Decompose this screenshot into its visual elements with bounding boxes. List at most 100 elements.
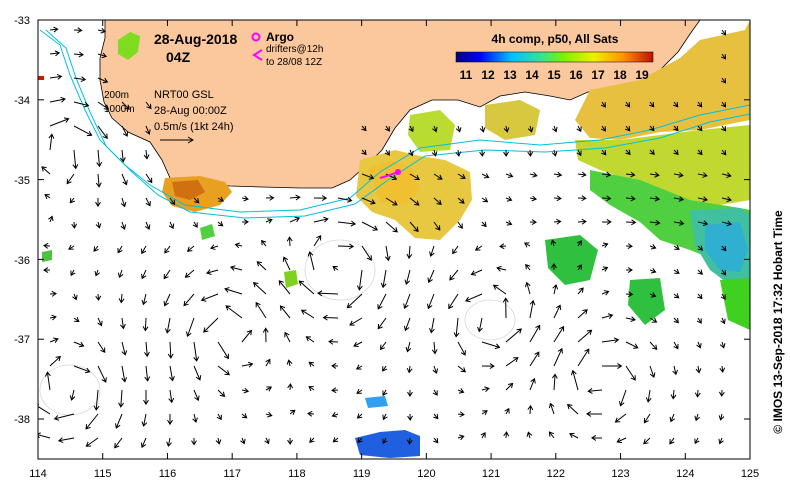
current-vector	[590, 435, 603, 441]
current-vector	[567, 403, 579, 415]
current-vector	[384, 149, 390, 156]
colorbar-title: 4h comp, p50, All Sats	[492, 32, 619, 46]
x-tick-label: 122	[547, 468, 565, 480]
current-vector	[505, 382, 514, 391]
current-vector	[481, 221, 487, 228]
current-vector	[49, 26, 59, 33]
current-vector	[601, 171, 612, 178]
current-vector	[551, 149, 558, 157]
current-vector	[457, 173, 466, 179]
current-vector	[356, 413, 363, 419]
axis-ticks	[37, 19, 751, 459]
current-vector	[406, 245, 413, 260]
current-vector	[552, 125, 558, 133]
current-vector	[474, 245, 483, 251]
current-vector	[404, 269, 411, 286]
map-date: 28-Aug-2018	[154, 31, 237, 47]
current-vector	[570, 369, 579, 391]
current-vector	[309, 437, 315, 443]
current-vector	[217, 365, 230, 376]
current-vector	[384, 125, 390, 132]
current-vector	[694, 413, 700, 422]
current-vector	[673, 317, 680, 324]
current-vector	[697, 220, 709, 227]
current-vector	[141, 245, 147, 255]
current-vector	[673, 220, 685, 226]
current-vector	[252, 281, 267, 295]
current-vector	[361, 197, 376, 205]
current-vector	[169, 365, 175, 382]
y-tick-label: -37	[14, 334, 30, 346]
current-vector	[527, 149, 534, 157]
current-vector	[282, 256, 291, 271]
current-vector	[145, 101, 152, 110]
current-vector	[720, 29, 727, 36]
current-vector	[166, 437, 172, 448]
current-vector	[672, 365, 678, 376]
current-vector	[407, 413, 414, 421]
current-vector	[526, 431, 533, 439]
current-vector	[587, 388, 603, 394]
current-vector	[649, 195, 661, 202]
current-vector	[264, 437, 270, 445]
current-vector	[721, 149, 727, 156]
current-vector	[453, 317, 460, 338]
current-vector	[406, 437, 413, 445]
current-vector	[718, 413, 725, 421]
current-vector	[361, 245, 372, 261]
current-vector	[625, 341, 639, 349]
argo-label: Argo	[266, 30, 294, 44]
argo-float	[395, 169, 401, 175]
scale-arrow	[160, 136, 194, 144]
current-vector	[73, 125, 93, 137]
current-vector	[278, 280, 291, 295]
current-vector	[120, 197, 127, 208]
current-vector	[57, 437, 75, 443]
x-tick-label: 116	[159, 468, 177, 480]
current-vector	[115, 413, 123, 429]
current-vector	[577, 171, 587, 178]
colorbar-ticks: 11 12 13 14 15 16 17 18 19	[460, 68, 649, 82]
current-vector	[649, 101, 655, 108]
current-vector	[361, 221, 379, 231]
current-vector	[553, 171, 563, 178]
current-vector	[332, 265, 339, 272]
current-vector	[265, 194, 275, 201]
current-vector	[455, 125, 462, 133]
current-vector	[429, 245, 435, 257]
current-vector	[625, 219, 637, 226]
current-vector	[625, 243, 633, 250]
current-vectors	[38, 26, 733, 449]
current-vector	[141, 293, 148, 306]
current-vector	[332, 437, 339, 443]
contour-1000-label: 1000m	[104, 104, 135, 115]
current-vector	[553, 195, 562, 202]
current-vector	[94, 269, 101, 277]
current-vector	[71, 221, 78, 229]
current-vector	[721, 196, 732, 203]
current-vector	[95, 197, 101, 208]
current-vector	[256, 261, 267, 271]
current-vector	[118, 293, 125, 304]
current-vector	[287, 383, 294, 391]
current-vector	[234, 242, 243, 249]
current-vector	[265, 411, 273, 418]
current-vector	[697, 149, 703, 156]
y-tick-label: -35	[14, 175, 30, 187]
current-vector	[673, 101, 679, 108]
current-vector	[433, 173, 443, 180]
current-vector	[433, 197, 442, 206]
current-vector	[261, 239, 267, 247]
current-vector	[673, 196, 685, 202]
current-vector	[433, 437, 439, 444]
current-vector	[241, 219, 249, 225]
colorbar-tick: 12	[481, 68, 495, 82]
current-vector	[119, 149, 126, 163]
current-vector	[548, 402, 555, 415]
current-vector	[432, 125, 438, 133]
current-vector	[601, 266, 609, 272]
current-vector	[697, 196, 709, 202]
map-time: 04Z	[166, 49, 191, 65]
drifter-legend-icon	[252, 49, 263, 61]
current-vector	[361, 125, 367, 132]
